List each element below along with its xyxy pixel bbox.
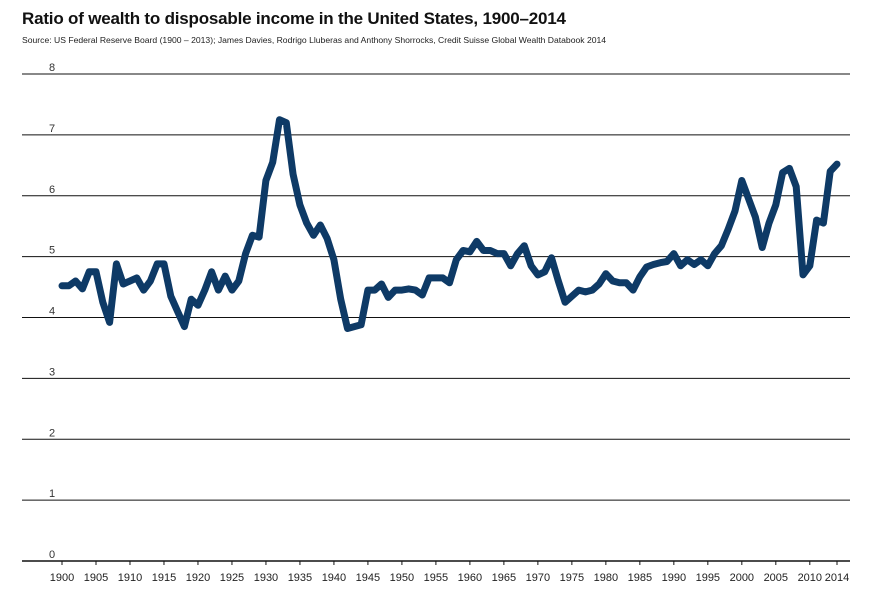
x-tick-label: 1960 (458, 572, 482, 584)
x-tick-label: 1945 (356, 572, 380, 584)
y-tick-label: 1 (49, 488, 55, 500)
x-tick-label: 1900 (50, 572, 74, 584)
x-tick-label: 1940 (322, 572, 346, 584)
x-tick-label: 1980 (594, 572, 618, 584)
x-tick-label: 1985 (628, 572, 652, 584)
x-tick-label: 1910 (118, 572, 142, 584)
chart-source-note: Source: US Federal Reserve Board (1900 –… (22, 35, 607, 45)
x-tick-label: 1930 (254, 572, 278, 584)
x-tick-label: 1915 (152, 572, 176, 584)
y-tick-label: 7 (49, 123, 55, 135)
x-tick-label: 2010 (798, 572, 822, 584)
x-tick-label: 2014 (825, 572, 849, 584)
x-tick-label: 2000 (730, 572, 754, 584)
x-tick-label: 1920 (186, 572, 210, 584)
x-tick-label: 1925 (220, 572, 244, 584)
y-axis-ticks: 0 1 2 3 4 5 6 7 8 (49, 62, 55, 561)
x-tick-label: 1965 (492, 572, 516, 584)
x-tick-label: 1955 (424, 572, 448, 584)
y-tick-label: 5 (49, 245, 55, 257)
x-tick-label: 1995 (696, 572, 720, 584)
x-tick-label: 1990 (662, 572, 686, 584)
x-axis-ticks: 1900 1905 1910 1915 1920 1925 1930 1935 1940 1945… (50, 561, 849, 584)
y-tick-label: 3 (49, 366, 55, 378)
y-tick-label: 4 (49, 306, 55, 318)
series-line (58, 116, 841, 332)
y-tick-label: 0 (49, 549, 55, 561)
y-tick-label: 8 (49, 62, 55, 74)
x-tick-label: 1935 (288, 572, 312, 584)
x-tick-label: 1975 (560, 572, 584, 584)
gridlines (22, 73, 850, 562)
series-layer (58, 116, 841, 332)
x-tick-label: 1905 (84, 572, 108, 584)
chart-title: Ratio of wealth to disposable income in … (22, 9, 566, 28)
y-tick-label: 6 (49, 184, 55, 196)
x-tick-label: 1950 (390, 572, 414, 584)
x-tick-label: 2005 (764, 572, 788, 584)
y-tick-label: 2 (49, 427, 55, 439)
x-tick-label: 1970 (526, 572, 550, 584)
